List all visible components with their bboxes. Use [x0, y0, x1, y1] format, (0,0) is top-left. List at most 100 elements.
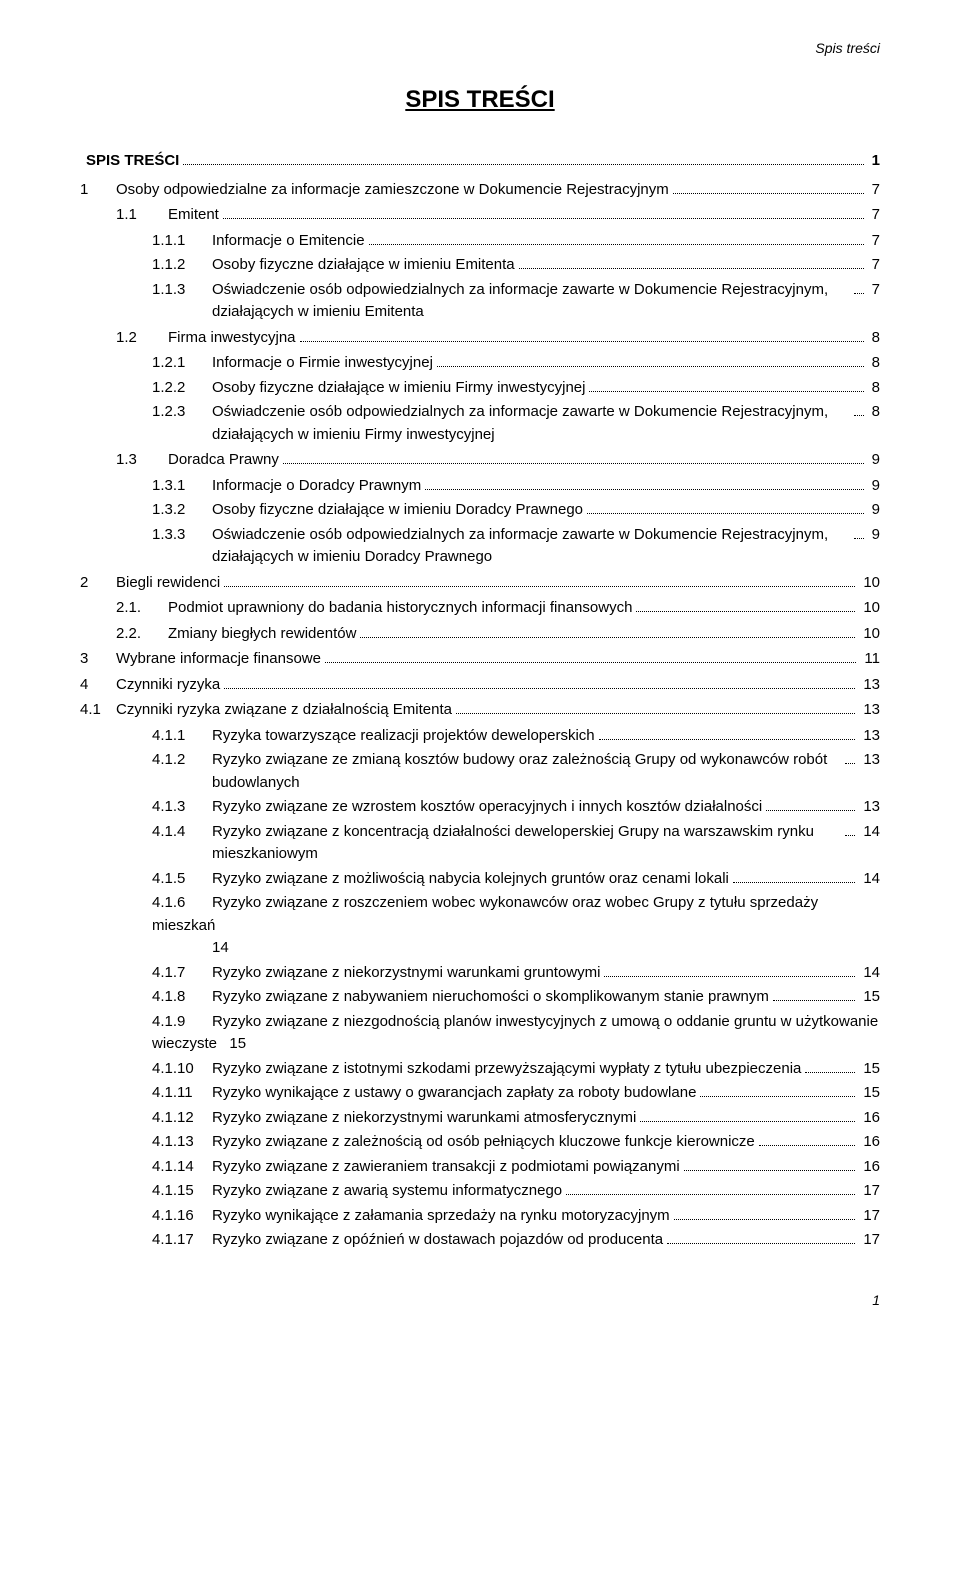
toc-entry[interactable]: 1.2Firma inwestycyjna8 [116, 327, 880, 350]
toc-entry-number: 1.2.2 [152, 377, 212, 400]
toc-leader [566, 1194, 855, 1195]
toc-entry-number: 4.1.13 [152, 1131, 212, 1154]
toc-entry[interactable]: 4.1.17Ryzyko związane z opóźnień w dosta… [152, 1229, 880, 1252]
toc-entry[interactable]: 3Wybrane informacje finansowe11 [80, 648, 880, 671]
toc-entry-label: Ryzyko związane z zależnością od osób pe… [212, 1131, 755, 1154]
toc-entry-label: Oświadczenie osób odpowiedzialnych za in… [212, 279, 850, 324]
toc-entry-page: 17 [859, 1205, 880, 1228]
toc-entry-label: Ryzyko związane z istotnymi szkodami prz… [212, 1058, 801, 1081]
toc-entry-number: 1.1.1 [152, 230, 212, 253]
toc-entry[interactable]: 1.3.1Informacje o Doradcy Prawnym9 [152, 475, 880, 498]
toc-entry-page: 11 [860, 648, 880, 671]
toc-entry[interactable]: 1.2.2Osoby fizyczne działające w imieniu… [152, 377, 880, 400]
toc-leader [854, 538, 864, 539]
toc-leader [283, 463, 864, 464]
toc-entry[interactable]: 4.1.10Ryzyko związane z istotnymi szkoda… [152, 1058, 880, 1081]
toc-entry-page: 15 [859, 1082, 880, 1105]
toc-leader [766, 810, 855, 811]
toc-entry[interactable]: 4.1.6Ryzyko związane z roszczeniem wobec… [152, 892, 880, 960]
toc-entry-label: Osoby fizyczne działające w imieniu Dora… [212, 499, 583, 522]
toc-entry[interactable]: 1Osoby odpowiedzialne za informacje zami… [80, 179, 880, 202]
toc-entry-label: Ryzyko związane z roszczeniem wobec wyko… [152, 894, 818, 934]
toc-entry[interactable]: 1.3.3Oświadczenie osób odpowiedzialnych … [152, 524, 880, 569]
toc-entry[interactable]: 4.1.14Ryzyko związane z zawieraniem tran… [152, 1156, 880, 1179]
toc-leader [845, 835, 855, 836]
toc-entry[interactable]: 4.1.12Ryzyko związane z niekorzystnymi w… [152, 1107, 880, 1130]
toc-entry-label: Firma inwestycyjna [168, 327, 296, 350]
toc-entry-number: 4.1.1 [152, 725, 212, 748]
toc-entry-number: 2 [80, 572, 116, 595]
toc-leader [437, 366, 864, 367]
toc-entry[interactable]: 4.1.15Ryzyko związane z awarią systemu i… [152, 1180, 880, 1203]
toc-entry[interactable]: 2Biegli rewidenci10 [80, 572, 880, 595]
toc-entry[interactable]: 4.1.13Ryzyko związane z zależnością od o… [152, 1131, 880, 1154]
toc-entry[interactable]: 1.2.3Oświadczenie osób odpowiedzialnych … [152, 401, 880, 446]
toc-leader [369, 244, 864, 245]
toc-entry-number: 4.1.3 [152, 796, 212, 819]
toc-entry[interactable]: 2.1.Podmiot uprawniony do badania histor… [116, 597, 880, 620]
toc-entry-label: Informacje o Doradcy Prawnym [212, 475, 421, 498]
toc-entry[interactable]: 4.1.3Ryzyko związane ze wzrostem kosztów… [152, 796, 880, 819]
toc-leader [425, 489, 863, 490]
toc-entry-number: 1.3.2 [152, 499, 212, 522]
toc-entry-number: 1 [80, 179, 116, 202]
toc-entry[interactable]: 1.3.2Osoby fizyczne działające w imieniu… [152, 499, 880, 522]
toc-entry-label: Osoby odpowiedzialne za informacje zamie… [116, 179, 669, 202]
toc-entry-number: 1.3.3 [152, 524, 212, 547]
toc-entry[interactable]: 4.1.11Ryzyko wynikające z ustawy o gwara… [152, 1082, 880, 1105]
toc-entry[interactable]: 1.1.1Informacje o Emitencie7 [152, 230, 880, 253]
toc-entry-page: 17 [859, 1229, 880, 1252]
toc-entry-number: 4.1.8 [152, 986, 212, 1009]
toc-entry-label: Ryzyko związane ze wzrostem kosztów oper… [212, 796, 762, 819]
toc-entry-label: Zmiany biegłych rewidentów [168, 623, 356, 646]
toc-entry-label: SPIS TREŚCI [86, 150, 179, 173]
toc-leader [640, 1121, 855, 1122]
toc-entry-number: 4.1.5 [152, 868, 212, 891]
toc-entry[interactable]: 2.2.Zmiany biegłych rewidentów10 [116, 623, 880, 646]
toc-leader [854, 293, 864, 294]
toc-entry-label: Oświadczenie osób odpowiedzialnych za in… [212, 524, 850, 569]
toc-entry-number: 4.1.6 [152, 892, 212, 915]
toc-entry-label: Ryzyko związane z niekorzystnymi warunka… [212, 1107, 636, 1130]
toc-entry-label: Podmiot uprawniony do badania historyczn… [168, 597, 632, 620]
toc-entry[interactable]: 1.1.2Osoby fizyczne działające w imieniu… [152, 254, 880, 277]
toc-entry-page: 7 [868, 254, 880, 277]
toc-entry[interactable]: 4.1.2Ryzyko związane ze zmianą kosztów b… [152, 749, 880, 794]
toc-entry[interactable]: 1.1.3Oświadczenie osób odpowiedzialnych … [152, 279, 880, 324]
toc-entry[interactable]: 4.1.7Ryzyko związane z niekorzystnymi wa… [152, 962, 880, 985]
toc-entry-number: 4.1.17 [152, 1229, 212, 1252]
toc-entry-page: 10 [859, 572, 880, 595]
toc-entry-page: 14 [212, 939, 229, 956]
toc-entry-page: 10 [859, 623, 880, 646]
toc-entry-number: 4.1.2 [152, 749, 212, 772]
toc-leader [224, 688, 855, 689]
toc-entry-label: Ryzyko związane z niezgodnością planów i… [152, 1013, 878, 1053]
toc-leader [456, 713, 855, 714]
toc-leader [674, 1219, 856, 1220]
toc-entry[interactable]: 4.1.8Ryzyko związane z nabywaniem nieruc… [152, 986, 880, 1009]
toc-entry[interactable]: 4.1.1Ryzyka towarzyszące realizacji proj… [152, 725, 880, 748]
toc-entry-page: 7 [868, 179, 880, 202]
toc-entry[interactable]: 4.1.4Ryzyko związane z koncentracją dzia… [152, 821, 880, 866]
toc-entry[interactable]: 1.2.1Informacje o Firmie inwestycyjnej8 [152, 352, 880, 375]
toc-leader [325, 662, 856, 663]
toc-leader [759, 1145, 856, 1146]
toc-entry[interactable]: SPIS TREŚCI1 [80, 150, 880, 173]
toc-entry-page: 9 [868, 524, 880, 547]
toc-entry-label: Ryzyko związane z niekorzystnymi warunka… [212, 962, 600, 985]
toc-entry[interactable]: 4.1.9Ryzyko związane z niezgodnością pla… [152, 1011, 880, 1056]
toc-entry[interactable]: 1.3Doradca Prawny9 [116, 449, 880, 472]
toc-entry[interactable]: 4.1Czynniki ryzyka związane z działalnoś… [80, 699, 880, 722]
toc-entry[interactable]: 1.1Emitent7 [116, 204, 880, 227]
toc-entry-number: 2.1. [116, 597, 168, 620]
toc-entry-page: 15 [225, 1035, 246, 1052]
toc-entry-label: Czynniki ryzyka związane z działalnością… [116, 699, 452, 722]
toc-entry-label: Doradca Prawny [168, 449, 279, 472]
toc-entry-label: Osoby fizyczne działające w imieniu Emit… [212, 254, 515, 277]
toc-entry[interactable]: 4.1.16Ryzyko wynikające z załamania sprz… [152, 1205, 880, 1228]
toc-entry[interactable]: 4Czynniki ryzyka13 [80, 674, 880, 697]
toc-entry-label: Ryzyko związane z nabywaniem nieruchomoś… [212, 986, 769, 1009]
toc-entry[interactable]: 4.1.5Ryzyko związane z możliwością nabyc… [152, 868, 880, 891]
toc-entry-page: 14 [859, 821, 880, 844]
toc-entry-number: 1.3.1 [152, 475, 212, 498]
